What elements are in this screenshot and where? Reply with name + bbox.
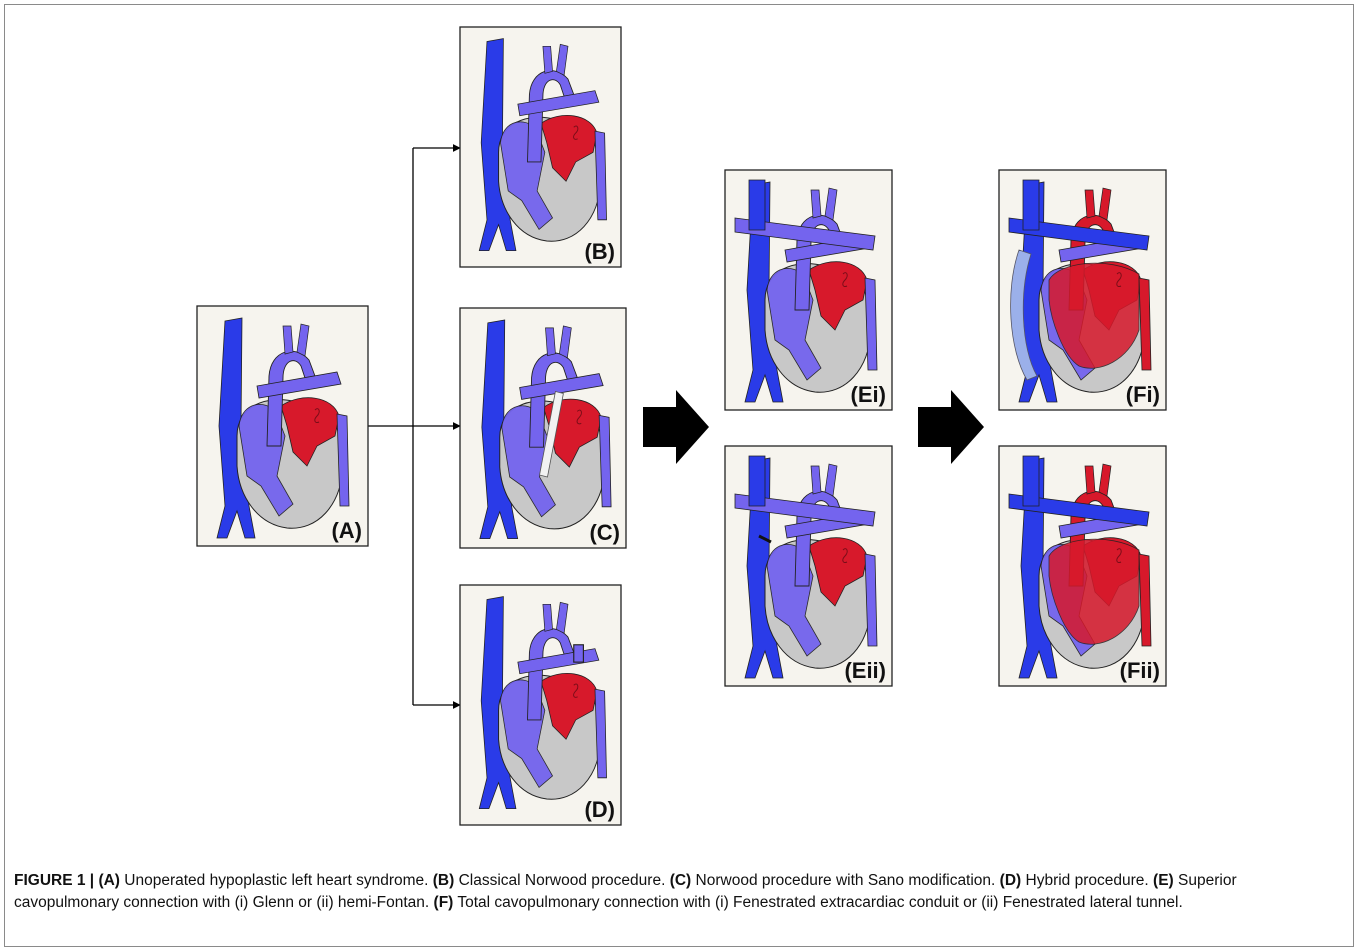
panel-d: (D) [459, 584, 622, 826]
caption-text-c: Norwood procedure with Sano modification… [695, 872, 996, 889]
panel-label: (B) [584, 239, 615, 264]
caption-figure-label: FIGURE 1 | [14, 872, 95, 889]
caption-tag-b: (B) [432, 872, 455, 889]
panel-eii: (Eii) [724, 445, 893, 687]
caption-tag-d: (D) [999, 872, 1022, 889]
panel-label: (C) [589, 520, 620, 545]
heart-illustration [734, 455, 878, 679]
heart-illustration [216, 317, 350, 539]
caption-text-b: Classical Norwood procedure. [458, 872, 666, 889]
figure-frame [4, 4, 1354, 947]
caption-tag-c: (C) [669, 872, 692, 889]
procedure-flow-diagram: (A) (B) (C) (D) (Ei) (Eii) (Fi) (Fii) [196, 26, 1167, 826]
caption-tag-e: (E) [1153, 872, 1174, 889]
figure-caption: FIGURE 1 | (A) Unoperated hypoplastic le… [14, 870, 1334, 914]
panel-b: (B) [459, 26, 622, 268]
heart-illustration [1008, 179, 1152, 403]
panel-fii: (Fii) [998, 445, 1167, 687]
panel-label: (D) [584, 797, 615, 822]
heart-illustration [478, 596, 607, 810]
panel-fi: (Fi) [998, 169, 1167, 411]
heart-illustration [734, 179, 878, 403]
heart-illustration [478, 38, 607, 252]
caption-text-d: Hybrid procedure. [1025, 872, 1149, 889]
caption-text-f: Total cavopulmonary connection with (i) … [457, 894, 1183, 911]
panel-a: (A) [196, 305, 369, 547]
panel-label: (Ei) [851, 382, 886, 407]
caption-text-e: Superior cavopulmonary connection with (… [14, 872, 1237, 911]
caption-tag-a: (A) [98, 872, 120, 889]
caption-text-a: Unoperated hypoplastic left heart syndro… [124, 872, 429, 889]
heart-illustration [1008, 455, 1152, 679]
branch-connectors [368, 144, 461, 709]
big-arrow-to-stage-f [918, 390, 984, 464]
panel-label: (A) [331, 518, 362, 543]
heart-illustration [479, 319, 612, 540]
panel-label: (Fii) [1120, 658, 1160, 683]
panel-ei: (Ei) [724, 169, 893, 411]
panel-c: (C) [459, 307, 627, 549]
panel-label: (Fi) [1126, 382, 1160, 407]
panel-label: (Eii) [844, 658, 886, 683]
big-arrow-to-stage-e [643, 390, 709, 464]
caption-tag-f: (F) [433, 894, 454, 911]
